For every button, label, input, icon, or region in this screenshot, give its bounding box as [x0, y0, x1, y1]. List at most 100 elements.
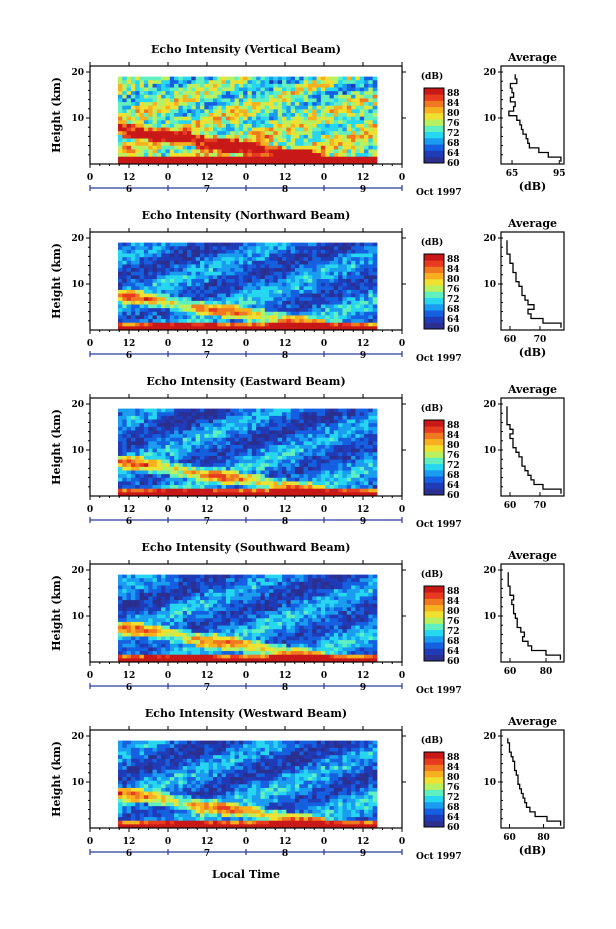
heatmap-cell: [195, 268, 201, 273]
heatmap-cell: [221, 286, 227, 291]
heatmap-cell: [325, 311, 330, 316]
heatmap-cell: [364, 470, 369, 475]
heatmap-cell: [303, 102, 309, 107]
heatmap-cell: [118, 322, 123, 327]
heatmap-cell: [338, 455, 343, 460]
heatmap-cell: [282, 134, 287, 139]
heatmap-cell: [122, 160, 128, 165]
heatmap-cell: [359, 412, 365, 417]
heatmap-cell: [316, 293, 322, 298]
heatmap-cell: [204, 94, 210, 99]
heatmap-cell: [342, 308, 348, 313]
heatmap-cell: [118, 419, 123, 424]
heatmap-cell: [182, 109, 188, 114]
heatmap-cell: [269, 415, 274, 420]
heatmap-cell: [221, 131, 227, 136]
heatmap-cell: [230, 412, 235, 417]
heatmap-cell: [351, 477, 356, 482]
heatmap-cell: [320, 145, 326, 150]
heatmap-cell: [230, 426, 235, 431]
heatmap-cell: [320, 434, 326, 439]
heatmap-cell: [191, 488, 197, 493]
heatmap-cell: [368, 419, 374, 424]
heatmap-cell: [286, 131, 292, 136]
heatmap-cell: [152, 315, 158, 320]
heatmap-cell: [187, 445, 192, 450]
heatmap-cell: [251, 123, 257, 128]
heatmap-cell: [294, 304, 300, 309]
heatmap-cell: [368, 485, 374, 490]
heatmap-cell: [126, 466, 132, 471]
heatmap-cell: [364, 257, 369, 262]
heatmap-cell: [251, 120, 257, 125]
heatmap-cell: [161, 415, 166, 420]
heatmap-cell: [338, 445, 343, 450]
heatmap-cell: [338, 134, 343, 139]
heatmap-cell: [152, 80, 158, 85]
heatmap-cell: [143, 300, 149, 305]
heatmap-cell: [342, 138, 348, 143]
heatmap-cell: [303, 412, 309, 417]
heatmap-cell: [338, 102, 343, 107]
heatmap-cell: [230, 76, 235, 81]
heatmap-cell: [277, 260, 283, 265]
heatmap-cell: [122, 437, 128, 442]
heatmap-cell: [118, 466, 123, 471]
heatmap-cell: [316, 430, 322, 435]
heatmap-cell: [161, 574, 166, 579]
heatmap-cell: [238, 326, 244, 331]
colorbar-swatch: [424, 285, 444, 292]
heatmap-cell: [234, 300, 240, 305]
heatmap-cell: [247, 149, 253, 154]
heatmap-cell: [247, 87, 253, 92]
heatmap-cell: [122, 293, 128, 298]
heatmap-cell: [346, 452, 352, 457]
x-tick-label: 12: [357, 505, 370, 515]
heatmap-cell: [294, 83, 300, 88]
heatmap-cell: [225, 246, 231, 251]
heatmap-cell: [195, 160, 201, 165]
heatmap-cell: [174, 275, 179, 280]
heatmap-cell: [182, 116, 188, 121]
heatmap-cell: [152, 83, 158, 88]
heatmap-cell: [368, 260, 374, 265]
heatmap-cell: [230, 466, 235, 471]
heatmap-cell: [368, 80, 374, 85]
heatmap-cell: [122, 485, 128, 490]
heatmap-cell: [359, 156, 365, 161]
heatmap-cell: [182, 408, 188, 413]
heatmap-cell: [143, 268, 149, 273]
heatmap-cell: [277, 311, 283, 316]
heatmap-cell: [217, 98, 222, 103]
heatmap-cell: [152, 142, 158, 147]
heatmap-cell: [126, 246, 132, 251]
heatmap-cell: [338, 87, 343, 92]
heatmap-cell: [303, 430, 309, 435]
heatmap-cell: [195, 477, 201, 482]
heatmap-cell: [118, 160, 123, 165]
heatmap-cell: [299, 109, 305, 114]
heatmap-cell: [342, 459, 348, 464]
heatmap-cell: [307, 246, 313, 251]
heatmap-cell: [273, 434, 279, 439]
heatmap-cell: [303, 271, 309, 276]
heatmap-cell: [312, 311, 317, 316]
heatmap-cell: [200, 459, 205, 464]
heatmap-cell: [182, 445, 188, 450]
heatmap-cell: [312, 437, 317, 442]
heatmap-cell: [355, 289, 361, 294]
heatmap-cell: [148, 134, 153, 139]
heatmap-cell: [342, 434, 348, 439]
heatmap-cell: [234, 134, 240, 139]
heatmap-cell: [130, 492, 136, 497]
heatmap-cell: [247, 408, 253, 413]
heatmap-cell: [294, 315, 300, 320]
heatmap-cell: [156, 120, 162, 125]
heatmap-cell: [221, 419, 227, 424]
heatmap-cell: [338, 242, 343, 247]
heatmap-cell: [269, 452, 274, 457]
heatmap-cell: [122, 455, 128, 460]
heatmap-cell: [230, 94, 235, 99]
heatmap-cell: [126, 412, 132, 417]
heatmap-cell: [187, 300, 192, 305]
